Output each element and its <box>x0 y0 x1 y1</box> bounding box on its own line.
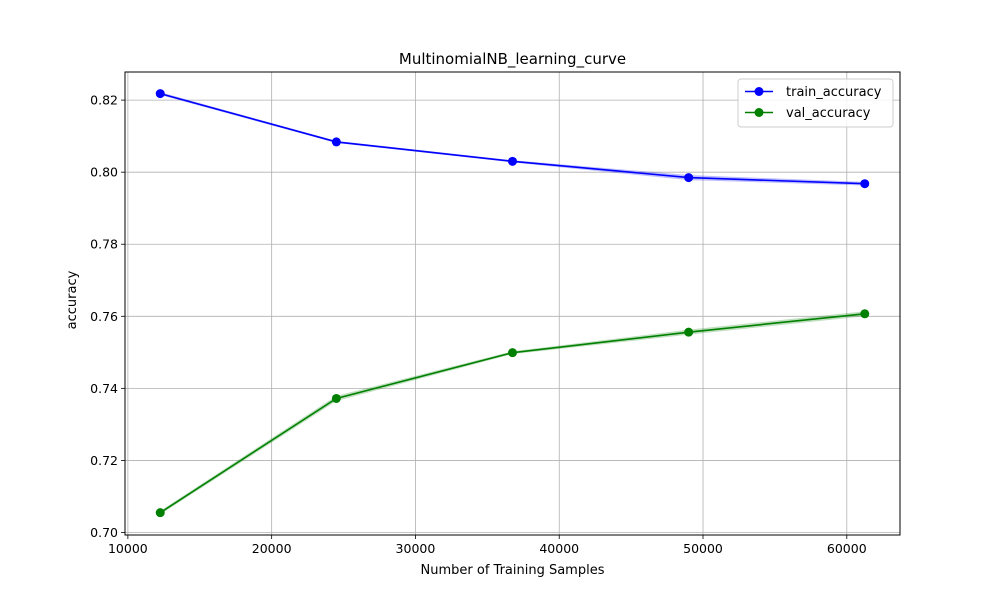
plot-frame <box>124 71 901 536</box>
x-tick-label: 40000 <box>539 541 579 556</box>
train-accuracy-point <box>508 156 517 166</box>
y-tick-label: 0.70 <box>90 525 118 540</box>
train-accuracy-point <box>684 173 694 183</box>
x-tick-label: 20000 <box>252 541 292 556</box>
legend-label-val: val_accuracy <box>786 106 871 121</box>
y-axis-title: accuracy <box>65 270 80 329</box>
x-tick-label: 10000 <box>108 541 148 556</box>
y-tick-label: 0.80 <box>90 165 118 180</box>
y-tick-label: 0.78 <box>90 237 118 252</box>
legend-box <box>737 78 894 128</box>
val-accuracy-point <box>155 508 165 518</box>
grid-lines <box>125 72 900 535</box>
legend-marker-val <box>754 108 764 117</box>
x-axis-title: Number of Training Samples <box>421 563 605 578</box>
train-accuracy-point <box>155 89 165 99</box>
y-tick-label: 0.76 <box>90 309 118 324</box>
train-accuracy-point <box>860 179 870 189</box>
y-tick-label: 0.74 <box>90 381 118 396</box>
legend-label-train: train_accuracy <box>786 85 882 100</box>
x-tick-label: 50000 <box>683 541 723 556</box>
chart-title: MultinomialNB_learning_curve <box>399 50 626 69</box>
y-tick-label: 0.82 <box>90 93 118 108</box>
val-accuracy-point <box>684 327 694 337</box>
x-axis-ticks: 10000 20000 30000 40000 50000 60000 <box>108 535 867 556</box>
train-accuracy-point <box>331 137 341 147</box>
y-tick-label: 0.72 <box>90 453 118 468</box>
legend: train_accuracy val_accuracy <box>737 78 894 128</box>
val-accuracy-point <box>860 309 870 319</box>
val-accuracy-point <box>331 393 341 403</box>
val-accuracy-point <box>508 348 517 358</box>
series-markers <box>155 89 870 518</box>
x-tick-label: 60000 <box>827 541 867 556</box>
legend-marker-train <box>754 87 764 96</box>
y-axis-ticks: 0.70 0.72 0.74 0.76 0.78 0.80 0.82 <box>90 93 125 540</box>
x-tick-label: 30000 <box>396 541 436 556</box>
